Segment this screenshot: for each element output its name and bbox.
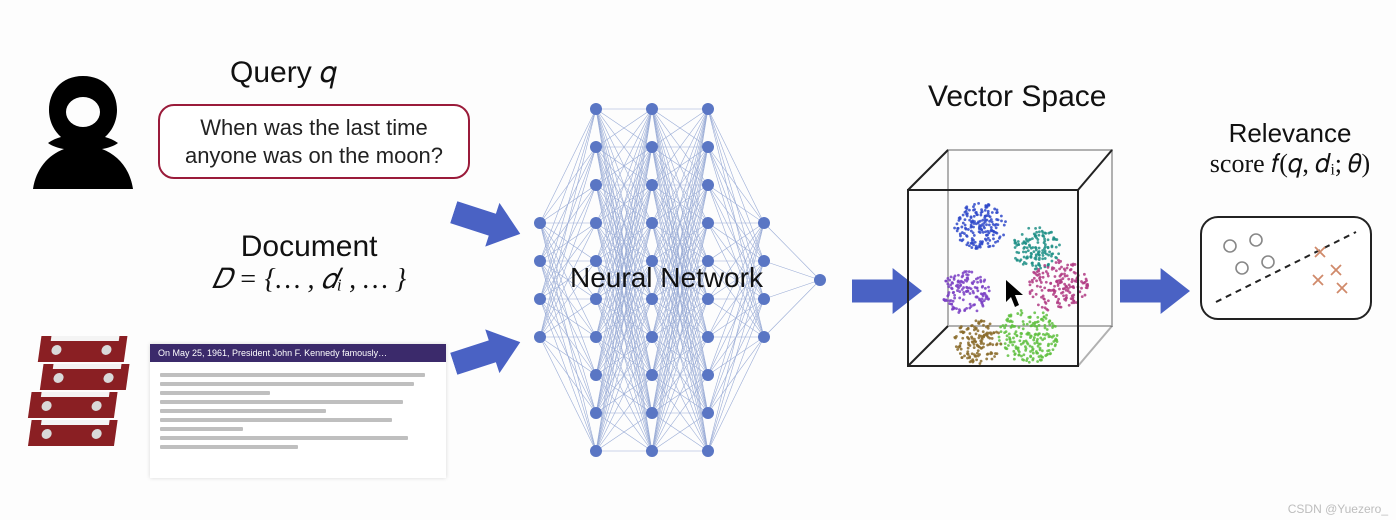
vector-space-cube	[888, 130, 1118, 390]
relevance-plot	[1202, 218, 1370, 318]
nn-label: Neural Network	[570, 262, 763, 294]
nn-label-text: Neural Network	[570, 262, 763, 293]
relevance-label: Relevance score 𝑓(𝑞, 𝑑ᵢ; 𝜃)	[1190, 118, 1390, 180]
relevance-box	[1200, 216, 1372, 320]
neural-network	[0, 0, 1396, 520]
relevance-l2: score 𝑓(𝑞, 𝑑ᵢ; 𝜃)	[1190, 149, 1390, 180]
vector-space-label: Vector Space	[928, 80, 1106, 114]
relevance-l1: Relevance	[1190, 118, 1390, 149]
diagram-stage: Query 𝑞 When was the last time anyone wa…	[0, 0, 1396, 520]
vector-space-label-text: Vector Space	[928, 80, 1106, 113]
watermark: CSDN @Yuezero_	[1288, 502, 1388, 516]
